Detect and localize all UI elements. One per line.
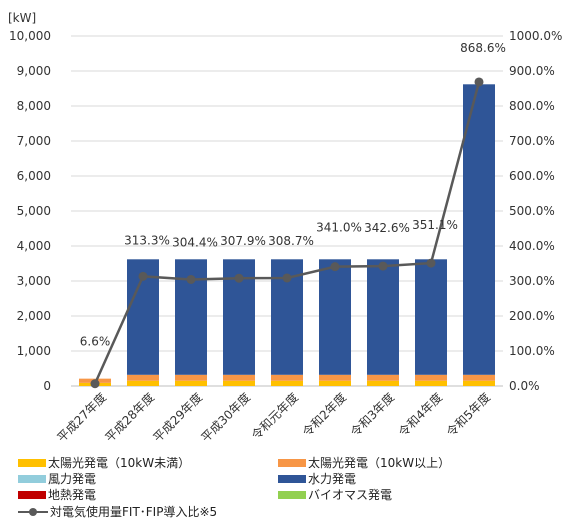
legend-label: 水力発電: [308, 472, 357, 486]
bar-segment: [127, 380, 159, 386]
legend-swatch: [278, 490, 306, 499]
data-label: 6.6%: [80, 335, 111, 349]
line-point: [282, 273, 292, 283]
data-label: 351.1%: [412, 218, 458, 232]
y-left-tick: 10,000: [9, 29, 51, 43]
bar-segment: [463, 84, 495, 375]
bar-segment: [367, 380, 399, 386]
data-label: 308.7%: [268, 234, 314, 248]
y-left-tick: 5,000: [17, 204, 51, 218]
legend-item: 地熱発電: [18, 486, 96, 503]
x-tick-label: 令和3年度: [347, 390, 397, 440]
x-tick-label: 令和元年度: [248, 390, 301, 443]
data-label: 307.9%: [220, 234, 266, 248]
bar-segment: [415, 380, 447, 386]
line-point: [234, 273, 244, 283]
y-right-tick: 600.0%: [509, 169, 555, 183]
x-tick-label: 令和5年度: [443, 390, 493, 440]
bar-segment: [367, 374, 399, 381]
bar-segment: [415, 259, 447, 375]
bar-segment: [367, 259, 399, 375]
line-point: [426, 258, 436, 268]
bar-segment: [271, 374, 303, 381]
legend-label: 太陽光発電（10kW未満）: [48, 456, 191, 470]
y-right-tick: 800.0%: [509, 99, 555, 113]
y-left-tick: 1,000: [17, 344, 51, 358]
y-right-tick: 200.0%: [509, 309, 555, 323]
legend-item: 太陽光発電（10kW以上）: [278, 454, 450, 471]
line-point: [330, 262, 340, 272]
bar-segment: [319, 374, 351, 381]
legend-label: 地熱発電: [48, 488, 97, 502]
data-label: 868.6%: [460, 41, 506, 55]
y-right-tick: 1000.0%: [509, 29, 562, 43]
legend-label: 対電気使用量FIT･FIP導入比※5: [50, 505, 218, 519]
y-left-tick: 8,000: [17, 99, 51, 113]
legend-swatch: [278, 458, 306, 467]
line-point: [90, 379, 100, 389]
bar-segment: [175, 374, 207, 381]
y-left-tick: 4,000: [17, 239, 51, 253]
legend-swatch: [278, 474, 306, 483]
legend-item: バイオマス発電: [278, 486, 392, 503]
bar-segment: [127, 374, 159, 381]
x-tick-label: 平成28年度: [102, 390, 157, 445]
legend-item: 水力発電: [278, 470, 356, 487]
bar-segment: [223, 380, 255, 386]
line-point: [138, 271, 148, 281]
bar-segment: [175, 380, 207, 386]
legend-item: 風力発電: [18, 470, 96, 487]
legend-swatch: [18, 490, 46, 499]
y-right-tick: 0.0%: [509, 379, 540, 393]
y-left-tick: 3,000: [17, 274, 51, 288]
legend-label: 太陽光発電（10kW以上）: [308, 456, 451, 470]
bar-segment: [223, 374, 255, 381]
y-right-tick: 300.0%: [509, 274, 555, 288]
x-tick-label: 平成27年度: [54, 390, 109, 445]
bar-segment: [271, 380, 303, 386]
x-tick-label: 平成30年度: [198, 390, 253, 445]
y-left-tick: 6,000: [17, 169, 51, 183]
y-unit-label: [kW]: [8, 11, 36, 25]
x-tick-label: 平成29年度: [150, 390, 205, 445]
y-right-tick: 400.0%: [509, 239, 555, 253]
x-tick-label: 令和2年度: [299, 390, 349, 440]
y-left-tick: 2,000: [17, 309, 51, 323]
bar-segment: [415, 374, 447, 381]
data-label: 341.0%: [316, 221, 362, 235]
data-label: 342.6%: [364, 221, 410, 235]
y-right-tick: 900.0%: [509, 64, 555, 78]
line-point: [474, 77, 484, 87]
x-tick-label: 令和4年度: [395, 390, 445, 440]
y-right-tick: 500.0%: [509, 204, 555, 218]
bar-segment: [319, 259, 351, 375]
y-left-tick: 0: [43, 379, 51, 393]
legend-item: 太陽光発電（10kW未満）: [18, 454, 190, 471]
data-label: 304.4%: [172, 235, 218, 249]
y-left-tick: 9,000: [17, 64, 51, 78]
line-point: [186, 274, 196, 284]
y-left-tick: 7,000: [17, 134, 51, 148]
legend-swatch: [18, 458, 46, 467]
y-right-tick: 700.0%: [509, 134, 555, 148]
data-label: 313.3%: [124, 233, 170, 247]
legend-swatch: [18, 474, 46, 483]
bar-segment: [463, 374, 495, 381]
legend-item: 対電気使用量FIT･FIP導入比※5: [18, 503, 217, 520]
bar-segment: [319, 380, 351, 386]
legend-label: バイオマス発電: [308, 488, 393, 502]
legend-label: 風力発電: [48, 472, 97, 486]
bar-segment: [463, 380, 495, 386]
y-right-tick: 100.0%: [509, 344, 555, 358]
line-point: [378, 261, 388, 271]
legend-swatch: [18, 507, 48, 517]
